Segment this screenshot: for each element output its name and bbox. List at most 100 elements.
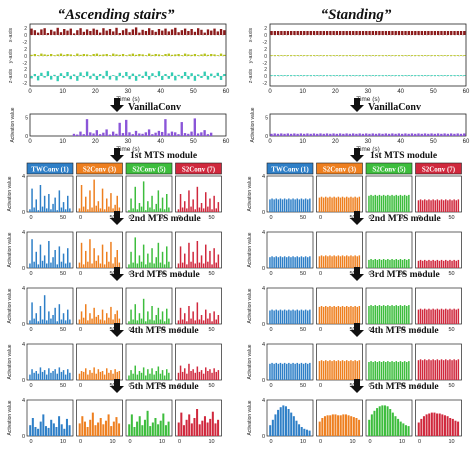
module-xtick: 50: [399, 327, 405, 333]
activation-bar: [355, 418, 358, 436]
activation-bar: [430, 309, 432, 324]
activation-bar: [194, 263, 196, 268]
vanilla-bar: [193, 118, 196, 136]
activation-bar: [31, 418, 34, 436]
activation-bar: [82, 206, 85, 212]
vanilla-xtick: 50: [430, 139, 437, 145]
activation-bar: [283, 362, 286, 380]
vanilla-bar: [206, 134, 210, 136]
activation-bar: [108, 317, 110, 324]
activation-bar: [107, 414, 110, 436]
raw-bar: [141, 29, 144, 35]
raw-bar: [365, 75, 368, 76]
raw-bar: [459, 31, 463, 35]
vanilla-bar: [463, 133, 466, 136]
raw-bar: [391, 55, 394, 56]
activation-bar: [408, 259, 410, 268]
activation-bar: [399, 305, 402, 324]
vanilla-bar: [453, 133, 456, 136]
raw-bar: [361, 55, 365, 56]
activation-bar: [192, 311, 194, 324]
raw-bar: [401, 31, 404, 35]
module-ytick: 4: [262, 286, 265, 292]
activation-bar: [455, 360, 457, 380]
vanilla-bar: [276, 133, 280, 136]
activation-bar: [426, 309, 428, 324]
vanilla-bar: [138, 133, 141, 136]
raw-bar: [365, 55, 368, 56]
raw-bar: [219, 29, 223, 35]
activation-bar: [157, 424, 160, 436]
raw-frame: [29, 23, 227, 87]
activation-bar: [380, 362, 383, 380]
raw-axis-label: z-axis: [248, 69, 254, 84]
activation-bar: [403, 305, 406, 324]
vanilla-bar: [200, 132, 203, 136]
vanilla-xlabel: Time (s): [116, 146, 140, 153]
activation-bar: [48, 241, 50, 268]
activation-bar: [329, 415, 332, 436]
activation-bar: [451, 360, 453, 380]
activation-bar: [34, 427, 37, 436]
raw-xtick: 30: [125, 89, 132, 95]
activation-bar: [376, 306, 379, 324]
activation-bar: [153, 320, 155, 324]
activation-bar: [288, 309, 290, 324]
vanilla-bar: [299, 133, 303, 136]
activation-bar: [155, 203, 157, 212]
activation-bar: [214, 423, 217, 436]
raw-bar: [322, 55, 326, 56]
arrow-module-head: [110, 155, 124, 162]
activation-bar: [304, 256, 307, 268]
activation-bar: [130, 198, 132, 212]
module-ytick: 4: [262, 342, 265, 348]
activation-bar: [358, 255, 361, 268]
activation-bar: [213, 248, 215, 268]
activation-bar: [101, 244, 104, 268]
activation-bar: [186, 264, 188, 268]
activation-bar: [82, 317, 85, 324]
activation-bar: [213, 311, 215, 324]
activation-bar: [62, 253, 65, 268]
activation-bar: [63, 428, 66, 436]
module-label: 3rd MTS module: [130, 270, 200, 280]
activation-bar: [211, 372, 213, 380]
raw-bar: [187, 31, 190, 35]
activation-bar: [58, 416, 61, 436]
raw-bar: [206, 76, 210, 80]
raw-bar: [303, 31, 306, 35]
module-xtick: 50: [399, 271, 405, 277]
activation-bar: [445, 259, 447, 268]
raw-bar: [352, 75, 355, 76]
activation-bar: [292, 362, 294, 380]
raw-bar: [407, 55, 410, 56]
arrow-module-head: [350, 330, 364, 337]
activation-bar: [202, 320, 205, 324]
activation-bar: [283, 256, 286, 268]
activation-bar: [333, 306, 335, 324]
vanilla-bar: [348, 133, 352, 136]
activation-bar: [279, 309, 282, 324]
raw-bar: [450, 31, 453, 35]
activation-bar: [29, 263, 31, 268]
activation-bar: [442, 260, 445, 268]
activation-bar: [403, 194, 406, 212]
vanilla-bar: [329, 133, 332, 136]
raw-bar: [388, 31, 391, 35]
activation-bar: [69, 319, 71, 324]
activation-bar: [322, 197, 325, 212]
raw-bar: [115, 27, 118, 35]
activation-bar: [325, 360, 327, 380]
activation-bar: [380, 195, 383, 212]
module-label: 5th MTS module: [370, 382, 439, 392]
activation-bar: [215, 208, 217, 212]
activation-bar: [277, 257, 280, 268]
activation-bar: [93, 307, 95, 324]
activation-bar: [142, 244, 145, 268]
raw-bar: [453, 31, 456, 35]
vanilla-ytick: 5: [265, 116, 268, 122]
module-xtick: 0: [79, 383, 82, 389]
activation-bar: [168, 318, 170, 324]
raw-bar: [138, 74, 141, 76]
